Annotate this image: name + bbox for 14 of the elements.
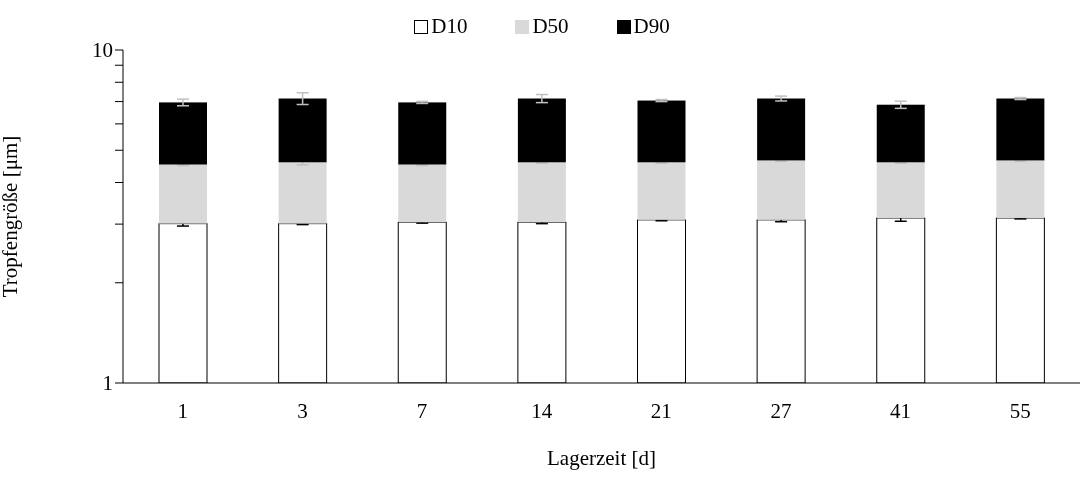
x-axis-title: Lagerzeit [d]	[546, 446, 657, 470]
x-tick-label: 21	[650, 398, 672, 423]
legend-label: D90	[633, 14, 670, 39]
x-tick-label: 3	[297, 398, 308, 423]
legend-label: D10	[431, 14, 468, 39]
y-tick-label: 10	[92, 38, 113, 63]
x-tick-label: 27	[770, 398, 792, 423]
x-tick-label: 41	[890, 398, 912, 423]
x-tick-label: 55	[1009, 398, 1031, 423]
legend-label: D50	[532, 14, 569, 39]
x-tick-label: 14	[531, 398, 553, 423]
y-axis-title: Tropfengröße [μm]	[0, 135, 23, 298]
x-tick-label: 7	[416, 398, 428, 423]
x-tick-label: 1	[177, 398, 189, 423]
